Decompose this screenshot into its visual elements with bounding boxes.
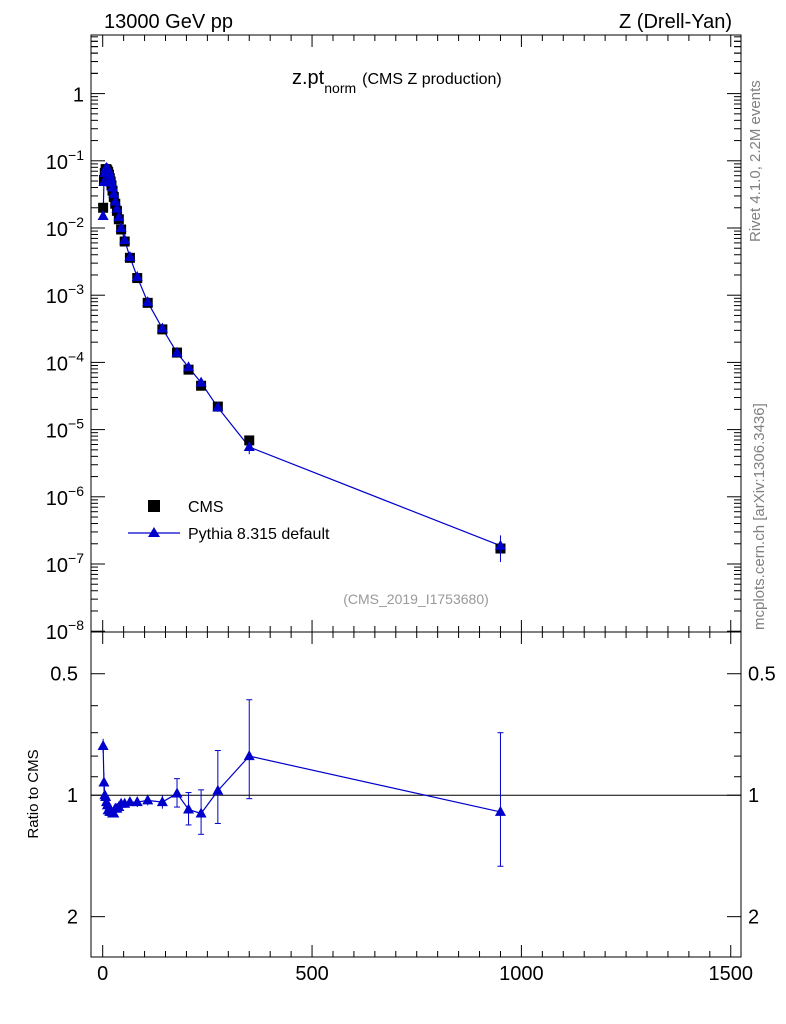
ytick-exponent: −6 [68,483,84,499]
pythia-point [111,202,123,213]
ratio-ytick-label-left: 1 [67,785,78,807]
ratio-point [131,796,143,807]
pythia-point [124,251,136,262]
pythia-point [243,441,255,452]
xtick-label: 1500 [709,963,754,985]
ratio-ytick-label-left: 0.5 [50,664,78,686]
title-main: z.pt [292,67,325,89]
main-ytick-label: 10−8 [46,617,84,644]
pythia-series-line [102,167,501,547]
pythia-point [171,346,183,357]
legend-pythia-marker [148,527,160,537]
ratio-ytick-label-right: 2 [748,907,759,929]
pythia-point [109,195,121,206]
main-ytick-label: 10−7 [46,550,84,577]
ytick-exponent: −1 [68,147,84,163]
ratio-ytick-label-right: 1 [748,785,759,807]
ytick-base: 1 [73,85,84,107]
ratio-point [142,794,154,805]
cms-point [98,202,109,213]
mcplots-label: mcplots.cern.ch [arXiv:1306.3436] [751,403,768,630]
cms-point [244,435,255,446]
main-axis-ticks [91,35,741,632]
ytick-exponent: −4 [68,348,84,364]
ytick-base: 10 [46,622,68,644]
pythia-point [195,376,207,387]
rivet-label: Rivet 4.1.0, 2.2M events [747,80,764,242]
xtick-label: 1000 [499,963,544,985]
ratio-point [212,784,224,795]
ratio-ylabel: Ratio to CMS [25,749,42,838]
main-ytick-label: 10−3 [46,281,84,308]
main-ytick-labels: 10−810−710−610−510−410−310−210−11 [46,85,84,645]
main-ytick-label: 10−2 [46,214,84,241]
pythia-point [107,181,119,192]
main-ytick-label: 10−1 [46,147,84,174]
title-suffix: (CMS Z production) [362,71,502,88]
pythia-point [115,222,127,232]
plot-title: z.ptnorm (CMS Z production) [292,67,502,96]
pythia-point [108,187,120,198]
ratio-point [183,803,195,814]
ytick-base: 10 [46,219,68,241]
main-ytick-label: 10−4 [46,348,84,375]
pythia-point [98,175,110,186]
ratio-ytick-labels: 0.5 0.5 1 1 2 2 [50,664,776,929]
ratio-point [100,790,112,801]
pythia-point [131,270,143,281]
ytick-exponent: −8 [68,617,84,633]
pythia-point [183,361,195,372]
pythia-point [156,322,168,333]
pythia-point [97,209,109,220]
pythia-point [105,176,117,187]
ratio-point [494,805,506,816]
main-chart-marks [97,162,506,563]
ytick-base: 10 [46,152,68,174]
ratio-point [124,796,136,807]
ytick-base: 10 [46,286,68,308]
pythia-point [142,296,154,307]
ytick-exponent: −5 [68,416,84,432]
pythia-point [119,234,131,245]
ytick-exponent: −2 [68,214,84,230]
ratio-panel-frame [90,631,742,958]
ratio-point [195,807,207,818]
xtick-label: 0 [97,963,108,985]
legend-cms-label: CMS [188,499,224,516]
pythia-point [113,211,125,222]
pythia-point [212,401,224,412]
ratio-point [97,739,109,750]
xtick-labels: 0 500 1000 1500 [97,963,753,985]
main-ytick-label: 10−5 [46,416,84,443]
legend-pythia-label: Pythia 8.315 default [188,526,330,543]
ratio-ytick-label-left: 2 [67,907,78,929]
xtick-label: 500 [295,963,328,985]
main-ytick-label: 10−6 [46,483,84,510]
ytick-exponent: −3 [68,281,84,297]
ytick-base: 10 [46,488,68,510]
pythia-point [494,539,506,550]
title-sub: norm [324,80,356,96]
ratio-point [171,787,183,798]
header-right: Z (Drell-Yan) [619,11,732,33]
ratio-ytick-label-right: 0.5 [748,664,776,686]
header-left: 13000 GeV pp [104,11,233,33]
ratio-point [156,796,168,807]
main-ytick-label: 1 [73,85,84,107]
analysis-watermark: (CMS_2019_I1753680) [343,591,489,607]
ytick-base: 10 [46,353,68,375]
legend-cms-marker [148,500,160,512]
ytick-base: 10 [46,421,68,443]
ratio-point [243,750,255,761]
ratio-axis-ticks [91,632,741,957]
ytick-base: 10 [46,555,68,577]
ratio-point [98,776,110,787]
ratio-chart-marks [97,699,506,867]
ytick-exponent: −7 [68,550,84,566]
